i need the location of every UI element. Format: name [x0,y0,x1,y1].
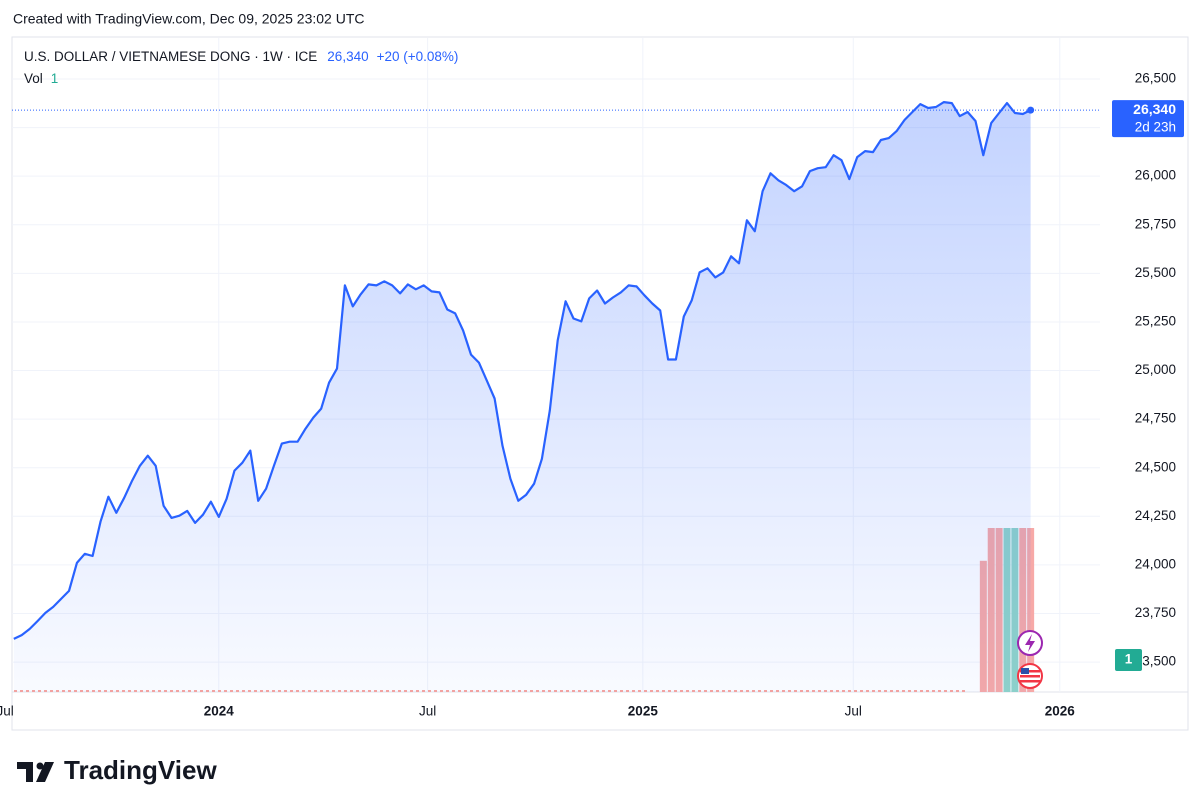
x-tick-label: Jul [0,704,14,719]
plot-area [12,101,1100,692]
logo-mark-dot [36,762,44,770]
x-tick-label: Jul [419,704,436,719]
lightning-glyph [1025,634,1035,652]
price-badge-countdown: 2d 23h [1135,120,1176,135]
legend-change: +20 (+0.08%) [377,49,459,64]
y-tick-label: 24,000 [1135,556,1176,571]
y-tick-label: 24,250 [1135,508,1176,523]
y-tick-label: 23,750 [1135,605,1176,620]
created-caption: Created with TradingView.com, Dec 09, 20… [13,11,364,27]
volume-badge [1115,649,1142,671]
volume-bar [1027,528,1035,692]
y-tick-label: 26,000 [1135,168,1176,183]
legend-row: U.S. DOLLAR / VIETNAMESE DONG · 1W · ICE… [24,49,458,64]
x-tick-label: 2025 [628,704,659,719]
axes: 23,500 23,750 24,000 24,250 24,500 24,750 25,0… [0,71,1184,719]
x-tick-label: 2024 [204,704,235,719]
x-tick-label: Jul [845,704,862,719]
symbol-title: U.S. DOLLAR / VIETNAMESE DONG · 1W · ICE [24,49,317,64]
y-tick-label: 25,250 [1135,314,1176,329]
brand-name: TradingView [64,755,217,785]
legend-price: 26,340 [327,49,368,64]
price-badge-value: 26,340 [1133,101,1176,117]
logo-mark-slash [36,762,54,782]
logo-mark-7 [17,762,33,782]
last-point [1027,106,1035,114]
volume-last: 1 [51,71,59,86]
chart-frame [11,36,1189,731]
flag-stripes [1020,668,1040,683]
y-tick-label: 25,000 [1135,362,1176,377]
price-line [13,101,1032,640]
volume-legend: Vol 1 [24,71,58,86]
y-tick-label: 23,500 [1135,654,1176,669]
volume-badge-value: 1 [1125,652,1133,667]
event-icons [1017,630,1043,689]
volume-name: Vol [24,71,43,86]
y-tick-label: 25,750 [1135,216,1176,231]
price-badge [1112,100,1184,138]
y-tick-label: 24,750 [1135,411,1176,426]
y-tick-label: 26,500 [1135,71,1176,86]
area-fill [13,102,1031,692]
y-tick-label: 24,500 [1135,459,1176,474]
y-tick-label: 25,500 [1135,265,1176,280]
x-tick-label: 2026 [1045,704,1076,719]
logo: TradingView [17,755,217,785]
